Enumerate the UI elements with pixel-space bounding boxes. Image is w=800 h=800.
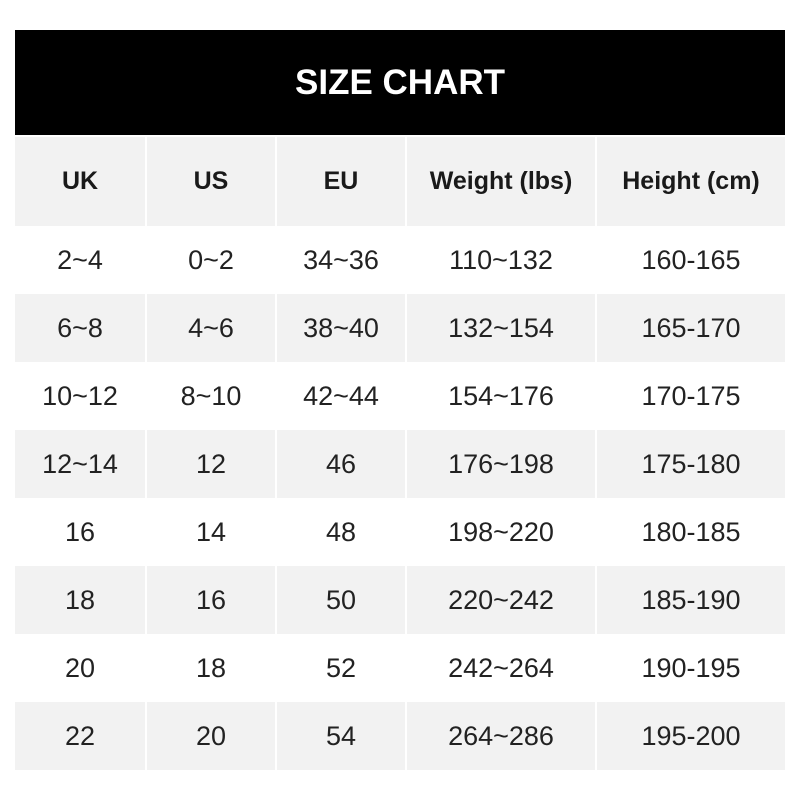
cell-weight: 242~264 [407, 634, 595, 702]
table-row: 22 20 54 264~286 195-200 [15, 702, 785, 770]
cell-us: 16 [147, 566, 275, 634]
cell-weight: 176~198 [407, 430, 595, 498]
cell-eu: 50 [277, 566, 405, 634]
header-us: US [147, 135, 275, 226]
cell-us: 14 [147, 498, 275, 566]
cell-eu: 42~44 [277, 362, 405, 430]
cell-uk: 2~4 [15, 226, 145, 294]
cell-weight: 198~220 [407, 498, 595, 566]
cell-height: 165-170 [597, 294, 785, 362]
cell-uk: 12~14 [15, 430, 145, 498]
cell-uk: 10~12 [15, 362, 145, 430]
cell-height: 190-195 [597, 634, 785, 702]
cell-eu: 48 [277, 498, 405, 566]
header-uk: UK [15, 135, 145, 226]
cell-weight: 264~286 [407, 702, 595, 770]
cell-us: 4~6 [147, 294, 275, 362]
cell-height: 185-190 [597, 566, 785, 634]
cell-uk: 16 [15, 498, 145, 566]
cell-eu: 46 [277, 430, 405, 498]
cell-us: 20 [147, 702, 275, 770]
cell-height: 175-180 [597, 430, 785, 498]
table-row: 20 18 52 242~264 190-195 [15, 634, 785, 702]
header-height: Height (cm) [597, 135, 785, 226]
cell-us: 12 [147, 430, 275, 498]
cell-height: 195-200 [597, 702, 785, 770]
header-eu: EU [277, 135, 405, 226]
cell-us: 0~2 [147, 226, 275, 294]
table-row: 10~12 8~10 42~44 154~176 170-175 [15, 362, 785, 430]
cell-weight: 220~242 [407, 566, 595, 634]
cell-weight: 132~154 [407, 294, 595, 362]
cell-uk: 20 [15, 634, 145, 702]
cell-eu: 38~40 [277, 294, 405, 362]
cell-height: 170-175 [597, 362, 785, 430]
cell-eu: 54 [277, 702, 405, 770]
cell-us: 18 [147, 634, 275, 702]
header-row: UK US EU Weight (lbs) Height (cm) [15, 135, 785, 226]
cell-eu: 52 [277, 634, 405, 702]
table-row: 2~4 0~2 34~36 110~132 160-165 [15, 226, 785, 294]
table-row: 18 16 50 220~242 185-190 [15, 566, 785, 634]
table-row: 12~14 12 46 176~198 175-180 [15, 430, 785, 498]
cell-weight: 154~176 [407, 362, 595, 430]
cell-uk: 22 [15, 702, 145, 770]
header-weight: Weight (lbs) [407, 135, 595, 226]
cell-weight: 110~132 [407, 226, 595, 294]
cell-height: 180-185 [597, 498, 785, 566]
table-row: 16 14 48 198~220 180-185 [15, 498, 785, 566]
cell-height: 160-165 [597, 226, 785, 294]
cell-eu: 34~36 [277, 226, 405, 294]
size-chart-title: SIZE CHART [15, 30, 785, 135]
cell-uk: 6~8 [15, 294, 145, 362]
cell-us: 8~10 [147, 362, 275, 430]
cell-uk: 18 [15, 566, 145, 634]
table-row: 6~8 4~6 38~40 132~154 165-170 [15, 294, 785, 362]
size-chart-table: UK US EU Weight (lbs) Height (cm) 2~4 0~2… [13, 135, 787, 770]
